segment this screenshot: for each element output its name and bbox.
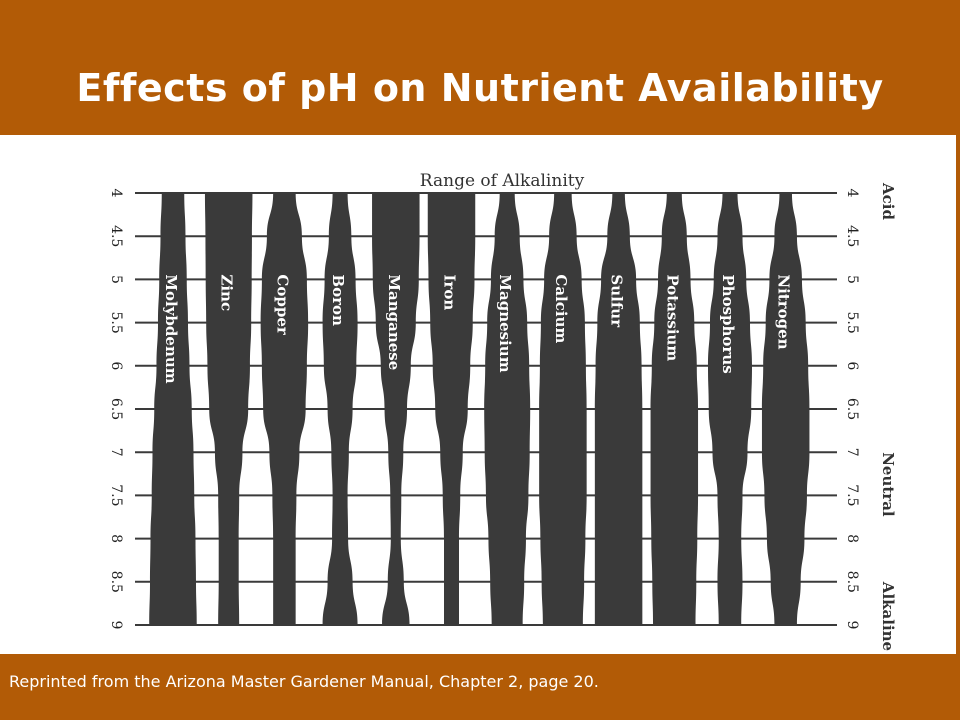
ph-tick-left: 6: [108, 361, 124, 370]
chart-figure: Range of Alkalinity Molybdenum Zinc Copper…: [0, 135, 956, 654]
ph-tick-left: 5: [108, 275, 124, 284]
ph-tick-right: 5.5: [844, 311, 860, 333]
zone-label: Neutral: [879, 452, 897, 517]
ph-tick-right: 4: [844, 189, 860, 198]
ph-tick-right: 4.5: [844, 225, 860, 247]
nutrient-label: Manganese: [385, 274, 403, 370]
footer-bar: [0, 654, 960, 720]
ph-tick-left: 7.5: [108, 484, 124, 506]
ph-tick-left: 7: [108, 448, 124, 457]
ph-tick-right: 9: [844, 621, 860, 630]
ph-tick-left: 4.5: [108, 225, 124, 247]
nutrient-label: Calcium: [552, 274, 570, 343]
ph-tick-right: 6.5: [844, 398, 860, 420]
ph-tick-left: 4: [108, 189, 124, 198]
ph-tick-left: 6.5: [108, 398, 124, 420]
labels-layer: Molybdenum Zinc Copper Boron Manganese Iron Ma…: [108, 182, 897, 651]
zone-label: Acid: [879, 182, 897, 220]
ph-tick-left: 8: [108, 534, 124, 543]
nutrient-label: Zinc: [218, 274, 236, 311]
ph-tick-right: 7: [844, 448, 860, 457]
nutrient-label: Magnesium: [496, 274, 514, 372]
nutrient-label: Nitrogen: [775, 274, 793, 349]
ph-tick-right: 6: [844, 361, 860, 370]
ph-tick-right: 7.5: [844, 484, 860, 506]
nutrient-label: Iron: [441, 274, 459, 310]
nutrient-label: Boron: [329, 274, 347, 326]
ph-tick-right: 8: [844, 534, 860, 543]
nutrient-label: Sulfur: [608, 274, 626, 328]
ph-availability-chart: Range of Alkalinity Molybdenum Zinc Copper…: [108, 171, 897, 651]
grid-layer: [135, 192, 837, 626]
chart-title: Range of Alkalinity: [420, 171, 585, 191]
nutrient-label: Molybdenum: [162, 274, 180, 383]
source-caption: Reprinted from the Arizona Master Garden…: [9, 672, 599, 691]
ph-tick-left: 9: [108, 621, 124, 630]
ph-tick-right: 5: [844, 275, 860, 284]
title-bar: [0, 0, 960, 135]
nutrient-label: Phosphorus: [719, 274, 737, 373]
nutrient-label: Potassium: [663, 274, 681, 361]
zone-label: Alkaline: [879, 581, 897, 651]
slide-title: Effects of pH on Nutrient Availability: [76, 66, 884, 110]
ph-tick-left: 5.5: [108, 311, 124, 333]
nutrient-label: Copper: [273, 274, 291, 335]
ph-tick-right: 8.5: [844, 571, 860, 593]
ph-tick-left: 8.5: [108, 571, 124, 593]
